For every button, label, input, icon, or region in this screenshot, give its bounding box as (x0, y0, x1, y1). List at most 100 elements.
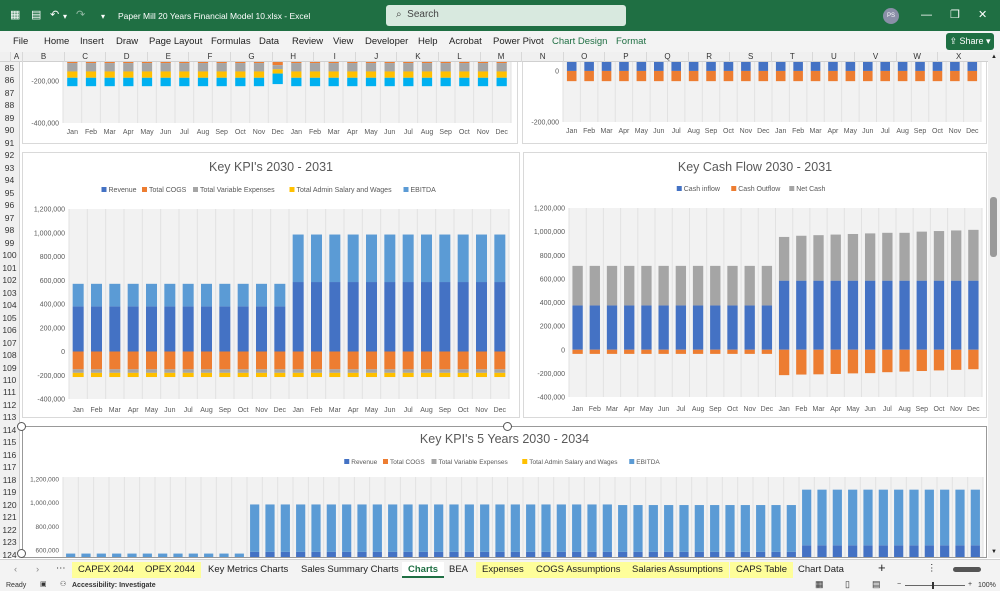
bar-segment[interactable] (955, 545, 965, 557)
bar-segment[interactable] (421, 369, 432, 373)
bar-segment[interactable] (692, 349, 704, 354)
bar-segment[interactable] (164, 351, 176, 370)
bar-segment[interactable] (142, 553, 152, 557)
row-header[interactable]: 113 (2, 412, 17, 423)
bar-segment[interactable] (272, 69, 283, 74)
bar-segment[interactable] (832, 545, 842, 557)
bar-segment[interactable] (384, 71, 395, 78)
row-header[interactable]: 92 (4, 150, 15, 161)
bar-segment[interactable] (311, 234, 322, 283)
legend-item[interactable]: Revenue (101, 187, 137, 194)
bar-segment[interactable] (636, 70, 647, 82)
bar-segment[interactable] (744, 265, 755, 306)
bar-segment[interactable] (848, 545, 858, 557)
bar-segment[interactable] (384, 63, 395, 72)
search-box[interactable]: ⌕ Search (386, 5, 626, 26)
bar-segment[interactable] (342, 504, 352, 552)
bar-segment[interactable] (237, 283, 249, 307)
bar-segment[interactable] (480, 551, 490, 557)
bar-segment[interactable] (778, 280, 790, 350)
bar-segment[interactable] (970, 489, 980, 546)
column-header[interactable]: S (729, 52, 771, 62)
save-icon[interactable]: ▤ (31, 9, 42, 21)
bar-segment[interactable] (775, 70, 786, 82)
chart-partial-right[interactable]: 0 -200,000 Jan Feb Mar Apr May Jun Jul Aug Sep Oct N… (522, 62, 987, 144)
row-header[interactable]: 105 (2, 312, 17, 323)
bar-segment[interactable] (421, 282, 432, 352)
bar-segment[interactable] (347, 372, 359, 378)
options-icon[interactable]: ⋮ (927, 563, 937, 574)
bar-segment[interactable] (909, 545, 919, 557)
bar-segment[interactable] (329, 282, 341, 352)
bar-segment[interactable] (216, 62, 227, 64)
bar-segment[interactable] (924, 489, 934, 546)
undo-icon[interactable]: ↶ (50, 9, 60, 21)
bar-segment[interactable] (141, 63, 153, 72)
bar-segment[interactable] (292, 282, 304, 352)
bar-segment[interactable] (933, 231, 945, 281)
bar-segment[interactable] (72, 369, 84, 373)
row-header[interactable]: 98 (4, 225, 15, 236)
row-header[interactable]: 109 (2, 362, 17, 373)
bar-segment[interactable] (158, 553, 168, 557)
bar-segment[interactable] (602, 551, 612, 557)
bar-segment[interactable] (329, 234, 341, 283)
avatar[interactable]: PS (883, 8, 899, 24)
bar-segment[interactable] (951, 349, 962, 370)
row-header[interactable]: 116 (2, 449, 17, 460)
bar-segment[interactable] (91, 372, 102, 378)
bar-segment[interactable] (494, 282, 506, 352)
bar-segment[interactable] (402, 372, 414, 378)
bar-segment[interactable] (556, 551, 566, 557)
bar-segment[interactable] (727, 265, 738, 306)
bar-segment[interactable] (476, 369, 487, 373)
bar-segment[interactable] (817, 489, 827, 546)
legend-item[interactable]: Cash inflow (676, 186, 721, 193)
bar-segment[interactable] (326, 504, 336, 552)
row-header[interactable]: 102 (2, 275, 17, 286)
bar-segment[interactable] (671, 70, 681, 82)
bar-segment[interactable] (817, 545, 827, 557)
page-break-view-icon[interactable]: ▤ (872, 579, 881, 589)
bar-segment[interactable] (894, 545, 904, 557)
undo-dropdown-icon[interactable]: ▾ (63, 12, 68, 21)
bar-segment[interactable] (250, 551, 260, 557)
bar-segment[interactable] (182, 306, 194, 352)
row-header[interactable]: 87 (4, 87, 15, 98)
bar-segment[interactable] (654, 70, 664, 82)
bar-segment[interactable] (403, 77, 414, 87)
row-header[interactable]: 96 (4, 200, 15, 211)
bar-segment[interactable] (439, 369, 451, 373)
bar-segment[interactable] (845, 62, 856, 71)
bar-segment[interactable] (402, 282, 414, 352)
bar-segment[interactable] (311, 551, 321, 557)
bar-segment[interactable] (863, 62, 873, 71)
bar-segment[interactable] (173, 553, 183, 557)
menu-home[interactable]: Home (44, 36, 70, 47)
bar-segment[interactable] (897, 70, 908, 82)
bar-segment[interactable] (688, 62, 699, 71)
bar-segment[interactable] (933, 280, 945, 350)
sheet-tab[interactable]: Chart Data (798, 564, 844, 575)
bar-segment[interactable] (311, 504, 321, 552)
bar-segment[interactable] (67, 63, 78, 72)
bar-segment[interactable] (459, 63, 470, 72)
bar-segment[interactable] (694, 505, 704, 552)
bar-segment[interactable] (219, 553, 229, 557)
bar-segment[interactable] (372, 551, 382, 557)
bar-segment[interactable] (280, 551, 290, 557)
legend-item[interactable]: Total COGS (383, 459, 425, 466)
legend-item[interactable]: Total Admin Salary and Wages (289, 187, 393, 194)
column-header[interactable]: Q (646, 52, 688, 62)
menu-chart-design[interactable]: Chart Design (552, 36, 608, 47)
bar-segment[interactable] (216, 63, 227, 72)
column-header[interactable]: J (354, 52, 397, 62)
bar-segment[interactable] (880, 70, 890, 82)
bar-segment[interactable] (197, 71, 209, 78)
zoom-out-icon[interactable]: − (897, 581, 902, 588)
row-header[interactable]: 95 (4, 187, 15, 198)
sheet-tab[interactable]: COGS Assumptions (530, 562, 627, 578)
bar-segment[interactable] (771, 505, 781, 552)
bar-segment[interactable] (710, 551, 720, 557)
bar-segment[interactable] (556, 504, 566, 552)
